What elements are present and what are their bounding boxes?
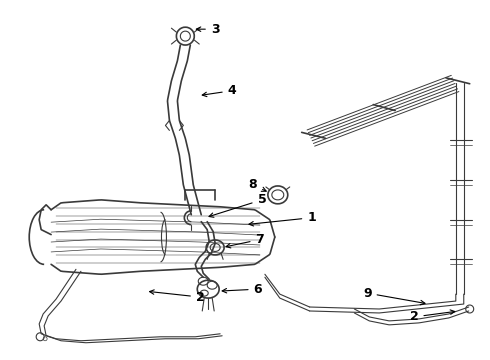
Text: 2: 2 xyxy=(149,290,205,303)
Text: 7: 7 xyxy=(226,233,264,248)
Text: 4: 4 xyxy=(202,84,237,97)
Text: 6: 6 xyxy=(222,283,262,296)
Text: 3: 3 xyxy=(196,23,220,36)
Text: 2: 2 xyxy=(410,310,455,323)
Text: 8: 8 xyxy=(248,179,266,192)
Text: 5: 5 xyxy=(209,193,266,217)
Text: 1: 1 xyxy=(249,211,316,226)
Text: 9: 9 xyxy=(363,287,425,305)
